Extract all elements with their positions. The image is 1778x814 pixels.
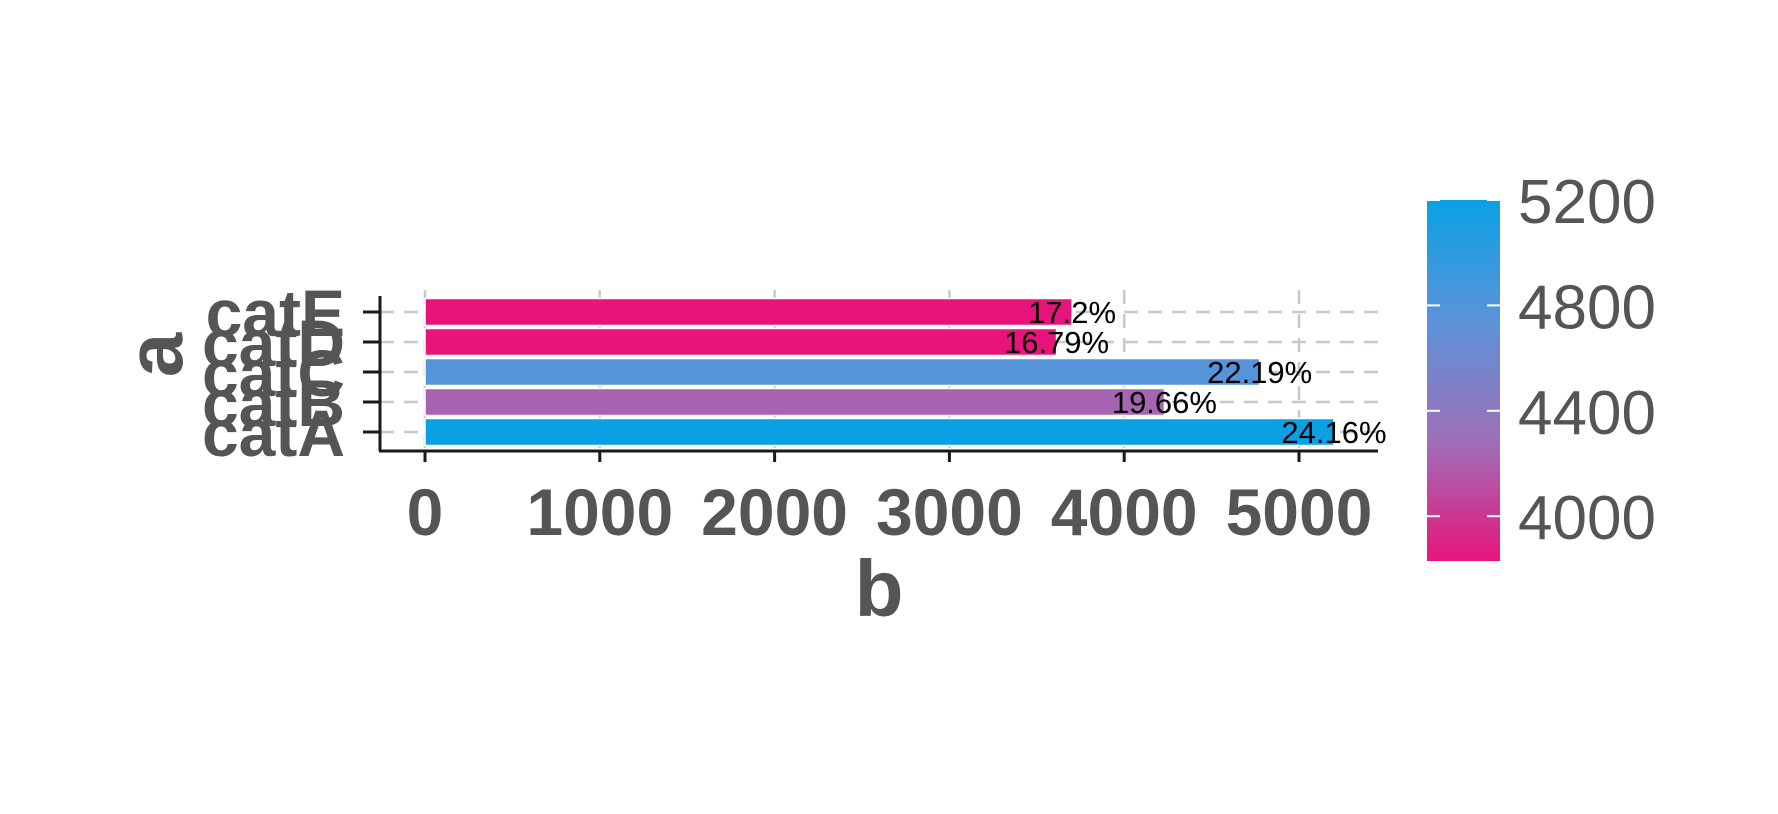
- bars: [424, 297, 1335, 447]
- bar-label-catB: 19.66%: [1112, 385, 1217, 420]
- colorbar-tick-label: 4400: [1518, 379, 1656, 448]
- bar-catB: [424, 387, 1166, 417]
- y-axis-title: a: [110, 332, 199, 377]
- x-axis-title: b: [855, 544, 904, 633]
- bar-label-catC: 22.19%: [1207, 355, 1312, 390]
- axes: 0 1000 2000 3000 4000 5000 catAcatBcatCcatDcat…: [202, 276, 1378, 549]
- x-tick-label: 5000: [1226, 475, 1373, 549]
- bar-label-catE: 17.2%: [1028, 295, 1116, 330]
- bar-catC: [424, 357, 1261, 387]
- bar-catA: [424, 417, 1335, 447]
- colorbar-gradient: [1427, 200, 1500, 561]
- bar-label-catD: 16.79%: [1004, 325, 1109, 360]
- colorbar-tick-label: 5200: [1518, 168, 1656, 237]
- x-tick-label: 0: [407, 475, 444, 549]
- y-tick-label-catA: catA: [202, 396, 345, 470]
- bar-labels: 24.16% 19.66%22.19% 16.79%17.2%: [1004, 295, 1387, 450]
- y-tick-label-catB: catB: [202, 366, 345, 440]
- bar-label-catA: 24.16%: [1281, 415, 1386, 450]
- colorbar-legend: 4000 4400 4800 5200: [1427, 168, 1656, 561]
- y-tick-label-catC: catC: [202, 336, 345, 410]
- x-tick-label: 2000: [701, 475, 848, 549]
- x-tick-label: 4000: [1051, 475, 1198, 549]
- colorbar-tick-label: 4000: [1518, 484, 1656, 553]
- colorbar-tick-label: 4800: [1518, 273, 1656, 342]
- y-tick-label-catD: catD: [202, 306, 345, 380]
- bar-catD: [424, 327, 1058, 357]
- x-tick-label: 3000: [876, 475, 1023, 549]
- y-tick-label-catE: catE: [206, 276, 345, 350]
- x-tick-label: 1000: [526, 475, 673, 549]
- bar-catE: [424, 297, 1073, 327]
